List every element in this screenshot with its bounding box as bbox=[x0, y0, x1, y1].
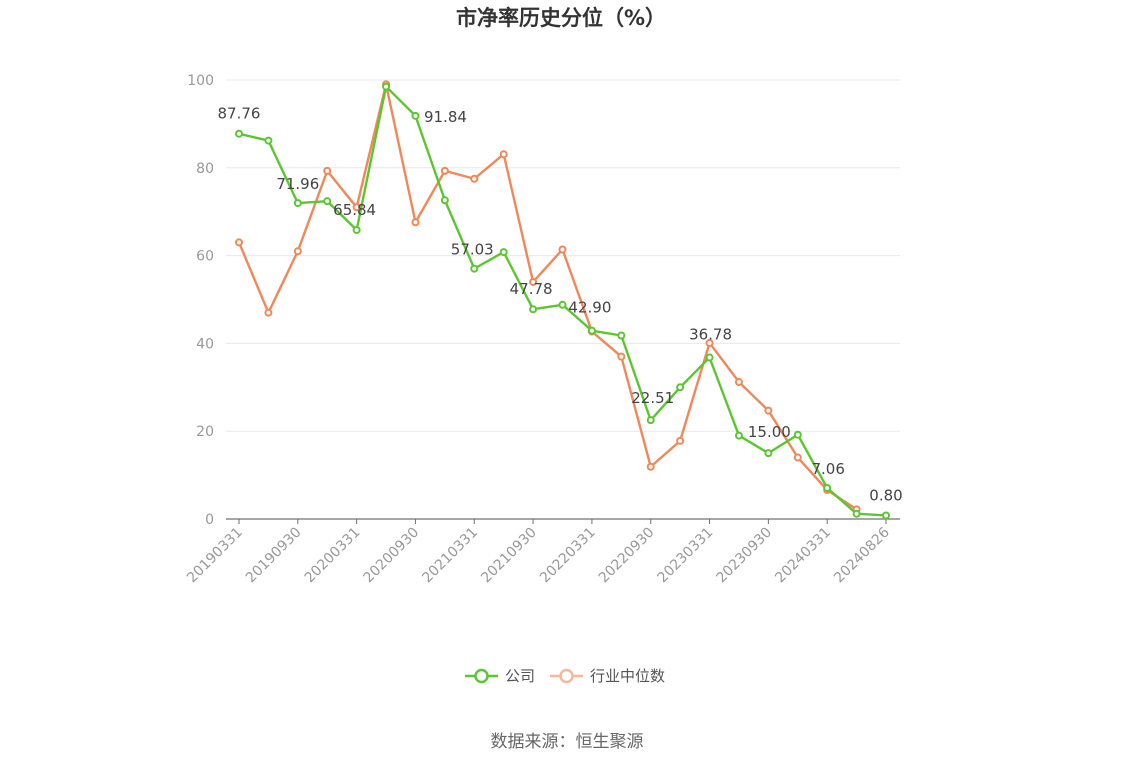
data-point bbox=[352, 225, 361, 234]
series-line bbox=[237, 83, 858, 511]
y-tick-label: 0 bbox=[205, 512, 214, 528]
x-tick-label: 20210930 bbox=[478, 525, 540, 587]
legend-item[interactable]: 公司 bbox=[465, 667, 535, 685]
x-tick-label: 20200930 bbox=[361, 525, 423, 587]
data-point bbox=[411, 111, 420, 120]
series-layer bbox=[235, 80, 890, 520]
data-label: 15.00 bbox=[748, 423, 791, 441]
data-point bbox=[529, 277, 538, 286]
data-point bbox=[617, 352, 626, 361]
x-tick-label: 20230331 bbox=[655, 525, 717, 587]
data-labels: 87.76 71.96 65.84 91.84 57.03 47.78 42.90 22.51… bbox=[218, 105, 903, 505]
x-tick-label: 20200331 bbox=[302, 525, 364, 587]
chart-title: 市净率历史分位（%） bbox=[456, 6, 666, 30]
data-point bbox=[646, 462, 655, 471]
data-point bbox=[264, 308, 273, 317]
data-point bbox=[440, 166, 449, 175]
data-label: 91.84 bbox=[424, 108, 467, 126]
data-point bbox=[293, 247, 302, 256]
legend-marker bbox=[474, 668, 489, 684]
data-label: 71.96 bbox=[276, 175, 319, 193]
y-tick-label: 80 bbox=[196, 161, 214, 177]
data-point bbox=[293, 199, 302, 208]
data-point bbox=[499, 248, 508, 257]
data-point bbox=[558, 300, 567, 309]
legend-label: 行业中位数 bbox=[590, 667, 665, 685]
data-point bbox=[764, 406, 773, 415]
data-point bbox=[440, 196, 449, 205]
data-point bbox=[352, 203, 361, 212]
data-label: 47.78 bbox=[510, 280, 553, 298]
x-tick-label: 20240826 bbox=[831, 524, 893, 586]
data-label: 65.84 bbox=[333, 201, 376, 219]
data-point bbox=[646, 416, 655, 425]
data-point bbox=[558, 245, 567, 254]
x-tick-label: 20190331 bbox=[184, 525, 246, 587]
data-point bbox=[852, 509, 861, 518]
data-label: 36.78 bbox=[689, 326, 732, 344]
x-tick-label: 20240331 bbox=[772, 525, 834, 587]
legend-marker bbox=[559, 668, 574, 684]
data-point bbox=[705, 353, 714, 362]
data-label: 22.51 bbox=[631, 389, 674, 407]
data-point bbox=[764, 449, 773, 458]
data-point bbox=[529, 305, 538, 314]
data-point bbox=[264, 136, 273, 145]
data-point bbox=[587, 326, 596, 335]
data-point bbox=[323, 166, 332, 175]
data-point bbox=[499, 150, 508, 159]
data-label: 87.76 bbox=[218, 105, 261, 123]
x-tick-label: 20190930 bbox=[243, 525, 305, 587]
data-point bbox=[793, 453, 802, 462]
data-point bbox=[705, 338, 714, 347]
x-axis: 2019033120190930202003312020093020210331… bbox=[184, 518, 900, 587]
data-point bbox=[235, 129, 243, 138]
data-point bbox=[734, 378, 743, 387]
data-label: 57.03 bbox=[451, 241, 494, 259]
y-tick-label: 20 bbox=[196, 424, 214, 440]
legend-item[interactable]: 行业中位数 bbox=[550, 667, 665, 685]
y-tick-label: 40 bbox=[196, 336, 214, 352]
data-point bbox=[676, 436, 685, 445]
data-point bbox=[734, 431, 743, 440]
x-tick-label: 20230930 bbox=[713, 525, 775, 587]
data-point bbox=[470, 264, 479, 273]
data-point bbox=[823, 484, 832, 493]
data-label: 0.80 bbox=[869, 486, 902, 504]
y-tick-label: 60 bbox=[196, 249, 214, 265]
source-note: 数据来源：恒生聚源 bbox=[491, 732, 644, 752]
data-point bbox=[470, 174, 479, 183]
x-tick-label: 20220331 bbox=[537, 525, 599, 587]
y-tick-label: 100 bbox=[187, 73, 214, 89]
legend[interactable]: 公司 行业中位数 bbox=[465, 667, 665, 685]
y-axis: 0 20 40 60 80 100 bbox=[187, 73, 214, 528]
data-point bbox=[323, 197, 332, 206]
data-point bbox=[382, 82, 391, 91]
data-label: 7.06 bbox=[811, 460, 844, 478]
x-tick-label: 20220930 bbox=[596, 525, 658, 587]
x-tick-label: 20210331 bbox=[419, 525, 481, 587]
data-point bbox=[235, 238, 243, 247]
data-point bbox=[882, 511, 890, 520]
grid-lines bbox=[226, 79, 900, 432]
data-point bbox=[411, 218, 420, 227]
data-point bbox=[617, 331, 626, 340]
data-point bbox=[676, 383, 685, 392]
data-label: 42.90 bbox=[568, 299, 611, 317]
legend-label: 公司 bbox=[505, 667, 535, 685]
data-point bbox=[793, 430, 802, 439]
